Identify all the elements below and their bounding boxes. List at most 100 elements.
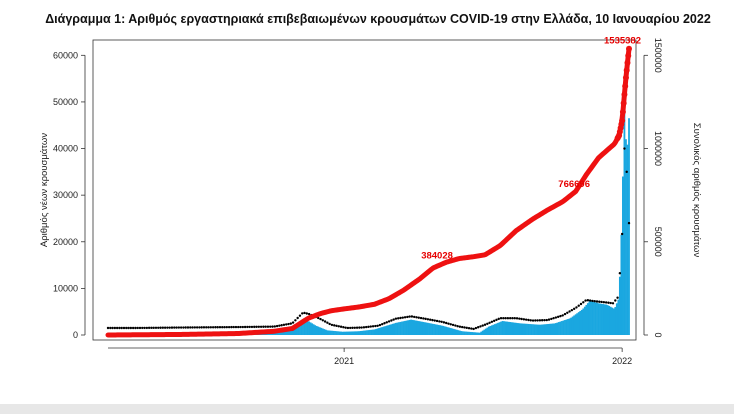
data-point <box>387 320 391 323</box>
data-point <box>476 326 480 329</box>
daily-cases-points <box>106 147 631 331</box>
bar <box>338 331 341 335</box>
data-point <box>170 326 174 329</box>
bar <box>315 325 318 335</box>
data-point <box>406 315 409 319</box>
left-y-axis: 0 10000 20000 30000 40000 50000 60000 <box>53 50 86 340</box>
bar <box>445 326 448 335</box>
data-point <box>460 325 464 329</box>
bar <box>457 330 460 335</box>
data-point <box>246 325 249 329</box>
bar <box>396 322 399 335</box>
bar <box>577 312 580 335</box>
bar <box>320 327 323 335</box>
bar <box>579 311 582 335</box>
data-point <box>200 326 203 329</box>
data-point <box>376 324 379 327</box>
cumulative-point <box>626 45 632 52</box>
data-point <box>545 318 548 322</box>
bar <box>472 332 475 335</box>
data-point <box>419 316 423 320</box>
bar <box>551 323 554 335</box>
bar <box>568 318 571 335</box>
data-point <box>410 315 414 318</box>
data-point <box>154 326 158 329</box>
left-tick-label: 50000 <box>53 97 78 107</box>
bar <box>524 323 527 335</box>
bar <box>329 330 332 335</box>
data-point <box>383 322 386 325</box>
bar <box>323 329 326 335</box>
data-point <box>161 326 165 329</box>
bar <box>471 332 473 335</box>
data-point <box>115 326 119 330</box>
bar <box>352 331 355 335</box>
bar <box>588 301 591 335</box>
bar <box>615 303 618 335</box>
data-point <box>488 321 491 324</box>
bar <box>596 302 598 335</box>
data-point <box>157 326 160 329</box>
data-point <box>227 325 231 329</box>
data-point <box>346 326 350 330</box>
data-point <box>216 326 219 329</box>
data-point <box>143 326 146 330</box>
x-axis: 2021 2022 <box>108 347 632 366</box>
bar <box>583 306 586 335</box>
data-point <box>527 318 530 322</box>
bar <box>599 303 601 335</box>
bar <box>625 139 627 335</box>
right-tick-label: 500000 <box>653 227 663 257</box>
data-point <box>479 325 482 328</box>
bar <box>451 328 454 335</box>
chart: Διάγραμμα 1: Αριθμός εργαστηριακά επιβεβ… <box>39 12 711 366</box>
data-point <box>397 317 400 320</box>
bar <box>586 303 589 335</box>
cumulative-point <box>620 100 627 107</box>
data-point <box>451 323 455 327</box>
data-point <box>431 318 434 322</box>
left-tick-label: 20000 <box>53 237 78 247</box>
data-point <box>575 306 578 309</box>
cumulative-point <box>619 117 626 124</box>
data-point <box>529 319 532 322</box>
bar <box>376 328 379 335</box>
data-point <box>536 319 539 322</box>
bar <box>462 331 464 335</box>
bar <box>356 331 359 335</box>
data-point <box>131 326 135 330</box>
data-point <box>189 326 192 329</box>
data-point <box>179 326 183 329</box>
data-point <box>280 324 283 327</box>
data-point <box>205 326 208 329</box>
bar <box>349 331 352 335</box>
data-point <box>353 326 356 329</box>
data-point <box>456 324 459 328</box>
left-tick-label: 30000 <box>53 190 78 200</box>
data-point <box>145 326 149 330</box>
bar <box>570 317 573 335</box>
bar <box>504 321 507 335</box>
bar <box>276 332 278 335</box>
bar <box>539 324 542 335</box>
bar <box>440 325 443 335</box>
data-point <box>524 318 528 321</box>
bar <box>603 304 606 335</box>
data-point <box>106 326 110 330</box>
bar <box>536 324 539 335</box>
y2-axis-title: Συνολικός αριθμός κρουσμάτων <box>691 123 702 258</box>
data-point <box>202 326 206 329</box>
bar <box>544 324 547 335</box>
data-point <box>588 299 592 302</box>
bar <box>416 320 419 335</box>
bar <box>466 331 469 335</box>
bar <box>506 321 509 335</box>
data-point <box>150 326 153 330</box>
bar <box>465 331 467 335</box>
data-point <box>598 300 601 303</box>
bar <box>519 323 522 335</box>
data-point <box>113 326 117 330</box>
bar <box>574 314 577 335</box>
annotation-label: 384028 <box>421 250 453 261</box>
data-point <box>465 326 468 330</box>
